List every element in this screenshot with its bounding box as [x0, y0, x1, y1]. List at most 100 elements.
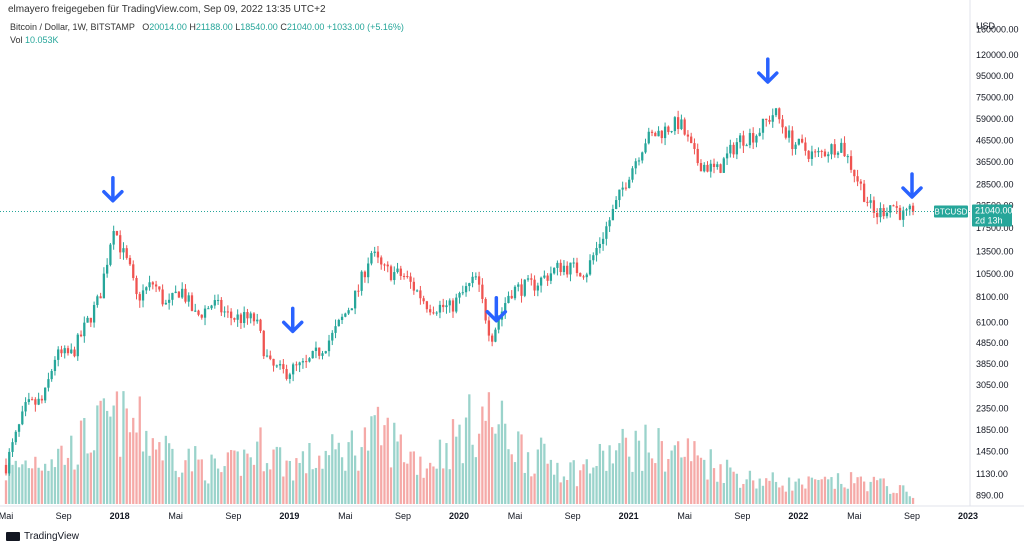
- candle-body: [86, 317, 89, 323]
- candle-body: [771, 115, 774, 122]
- candle-body: [269, 355, 272, 359]
- volume-bar: [510, 454, 513, 504]
- y-tick-label: 46500.00: [976, 135, 1014, 145]
- volume-bar: [216, 468, 220, 504]
- candle-body: [259, 319, 262, 331]
- candle-body: [673, 117, 677, 132]
- candle-body: [836, 152, 840, 155]
- y-tick-label: 4850.00: [976, 338, 1009, 348]
- y-tick-label: 95000.00: [976, 71, 1014, 81]
- candle-body: [631, 168, 634, 180]
- candle-body: [200, 314, 203, 318]
- low-label: L: [235, 22, 241, 32]
- volume-bar: [817, 479, 820, 504]
- x-tick-label: 2019: [279, 511, 299, 521]
- candle-body: [135, 277, 138, 295]
- volume-bar: [92, 450, 96, 504]
- volume-bar: [526, 452, 530, 504]
- candle-body: [752, 133, 755, 143]
- candle-body: [184, 288, 187, 302]
- volume-bar: [210, 454, 213, 504]
- candle-body: [895, 206, 898, 208]
- volume-bar: [79, 420, 83, 504]
- volume-bar: [621, 428, 624, 504]
- volume-bar: [611, 463, 615, 504]
- volume-bar: [190, 471, 194, 504]
- candle-body: [742, 135, 745, 146]
- candle-body: [637, 160, 641, 162]
- volume-bar: [197, 459, 200, 504]
- candle-body: [409, 276, 412, 282]
- candle-body: [47, 379, 50, 388]
- volume-bar: [657, 428, 660, 504]
- volume-bar: [862, 481, 866, 504]
- candle-body: [758, 132, 761, 136]
- currency-label: USD: [976, 21, 996, 31]
- volume-bar: [853, 483, 856, 504]
- volume-bar: [807, 476, 810, 504]
- candle-body: [288, 374, 292, 379]
- volume-bar: [57, 448, 60, 504]
- volume-bar: [122, 391, 125, 504]
- candle-body: [566, 265, 569, 275]
- volume-bar: [673, 445, 677, 504]
- tradingview-logo[interactable]: TradingView: [6, 531, 79, 542]
- volume-bar: [360, 447, 363, 504]
- candle-body: [357, 290, 360, 292]
- volume-bar: [288, 460, 292, 504]
- symbol-label[interactable]: Bitcoin / Dollar, 1W, BITSTAMP: [10, 22, 135, 32]
- open-value: 20014.00: [149, 22, 187, 32]
- candle-body: [30, 399, 34, 401]
- volume-bar: [588, 473, 592, 504]
- arrow-down-icon: [485, 296, 508, 323]
- candle-body: [468, 283, 471, 287]
- volume-bar: [752, 480, 755, 504]
- candle-body: [396, 268, 399, 273]
- volume-bar: [637, 440, 641, 504]
- volume-bar: [836, 473, 840, 504]
- volume-bar: [820, 479, 823, 504]
- candle-body: [585, 274, 588, 278]
- candle-body: [507, 295, 510, 304]
- volume-bar: [393, 422, 396, 504]
- volume-bar: [908, 496, 911, 504]
- volume-bar: [63, 464, 66, 504]
- volume-bar: [729, 467, 732, 504]
- volume-bar: [660, 441, 663, 504]
- candle-body: [8, 451, 11, 474]
- x-tick-label: Sep: [225, 511, 241, 521]
- vol-label[interactable]: Vol: [10, 35, 23, 45]
- candle-body: [187, 295, 190, 302]
- volume-bar: [262, 471, 265, 504]
- candle-body: [579, 273, 582, 277]
- candle-body: [559, 262, 562, 273]
- volume-bar: [846, 488, 849, 504]
- y-tick-label: 28500.00: [976, 179, 1014, 189]
- volume-bar: [566, 479, 569, 504]
- volume-legend: Vol 10.053K: [10, 35, 59, 45]
- candles: [4, 107, 915, 476]
- y-tick-label: 890.00: [976, 490, 1004, 500]
- volume-bar: [66, 457, 70, 504]
- candle-body: [853, 169, 856, 177]
- candle-body: [709, 163, 712, 172]
- volume-bar: [314, 467, 318, 504]
- candle-body: [415, 290, 419, 292]
- candle-body: [461, 292, 464, 294]
- candle-body: [419, 290, 422, 299]
- candle-body: [295, 364, 298, 366]
- candle-body: [448, 300, 451, 306]
- candle-body: [278, 364, 282, 366]
- volume-bar: [787, 477, 791, 504]
- candle-body: [128, 257, 132, 265]
- volume-bar: [725, 459, 729, 504]
- candle-body: [781, 119, 784, 128]
- candle-body: [699, 163, 703, 172]
- candle-body: [285, 369, 288, 379]
- volume-bar: [634, 430, 637, 504]
- volume-bar: [301, 451, 305, 504]
- candle-body: [380, 257, 383, 265]
- candle-body: [530, 278, 533, 280]
- volume-bar: [856, 477, 859, 504]
